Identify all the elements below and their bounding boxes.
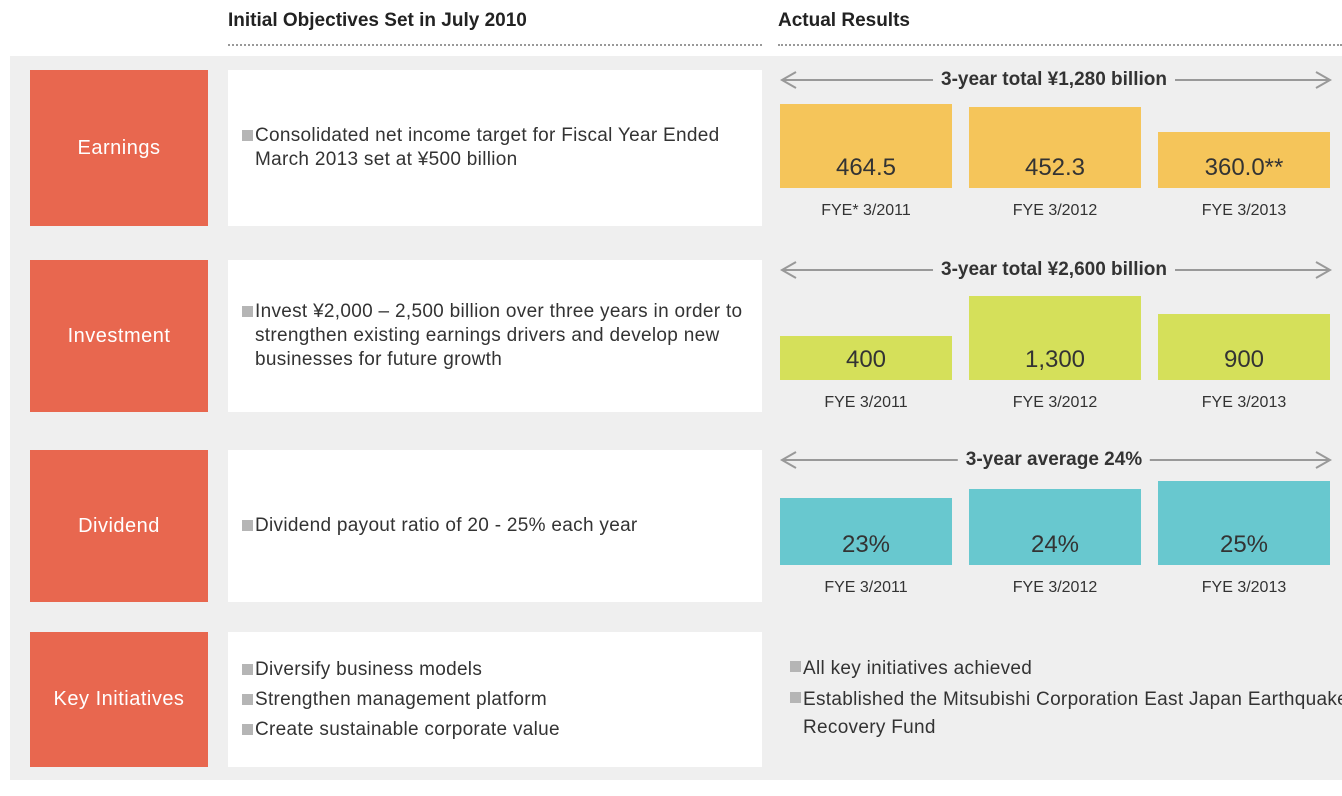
category-label: FYE 3/2011 [824,394,908,411]
category-label: FYE 3/2012 [1012,202,1098,219]
bar: 900 [1158,313,1330,380]
result-item: Established the Mitsubishi Corporation E… [790,686,1342,742]
objective-item: Invest ¥2,000 – 2,500 billion over three… [242,300,762,372]
objective-box: Consolidated net income target for Fisca… [228,70,762,226]
category-label: FYE 3/2012 [1012,579,1098,596]
value-label: 464.5 [835,154,897,181]
span-total: 3-year average 24% [957,449,1151,471]
objective-item: Consolidated net income target for Fisca… [242,124,762,172]
value-label: 25% [1219,531,1269,558]
objective-box: Diversify business models Strengthen mana… [228,632,762,767]
objective-box: Invest ¥2,000 – 2,500 billion over three… [228,260,762,412]
value-label: 23% [841,530,891,558]
bar: 25% [1158,481,1330,565]
divider [778,44,1342,46]
bar: 1,300 [969,296,1141,380]
bar: 452.3 [969,107,1141,188]
results-header: Actual Results [778,10,910,31]
bar: 400 [780,336,952,380]
objectives-header: Initial Objectives Set in July 2010 [228,10,527,31]
objective-item: Strengthen management platform [242,688,762,712]
objective-box: Dividend payout ratio of 20 - 25% each y… [228,450,762,602]
category-label: FYE 3/2013 [1201,202,1287,219]
row-label: Investment [30,260,208,412]
span-total: 3-year total ¥2,600 billion [933,259,1175,281]
objective-item: Create sustainable corporate value [242,718,762,742]
category-label: FYE 3/2013 [1201,579,1287,596]
category-label: FYE 3/2012 [1012,394,1098,411]
category-label: FYE 3/2011 [824,579,908,596]
value-label: 452.3 [1024,153,1086,181]
bar: 23% [780,497,952,565]
objective-item: Dividend payout ratio of 20 - 25% each y… [242,514,762,538]
bar: 360.0** [1158,132,1330,188]
row-label: Key Initiatives [30,632,208,767]
objective-item: Diversify business models [242,658,762,682]
category-label: FYE* 3/2011 [821,202,911,219]
bar: 24% [969,489,1141,565]
value-label: 900 [1223,345,1265,373]
value-label: 400 [845,345,887,373]
result-item: All key initiatives achieved [790,655,1342,683]
value-label: 24% [1030,530,1080,558]
row-label: Dividend [30,450,208,602]
divider [228,44,762,46]
category-label: FYE 3/2013 [1201,394,1287,411]
span-total: 3-year total ¥1,280 billion [933,69,1175,91]
bar: 464.5 [780,104,952,188]
value-label: 360.0** [1204,153,1284,181]
row-label: Earnings [30,70,208,226]
value-label: 1,300 [1024,346,1086,373]
results-box: All key initiatives achieved Established … [790,652,1342,745]
